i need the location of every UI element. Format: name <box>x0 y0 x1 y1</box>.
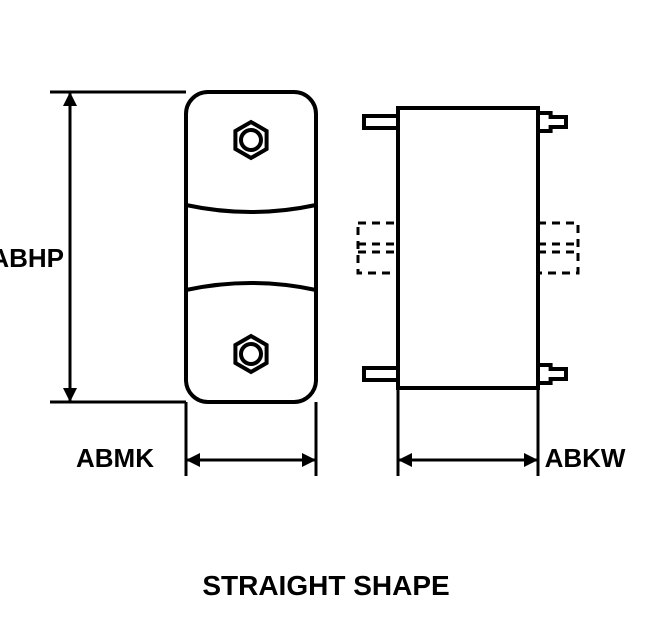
svg-text:ABHP: ABHP <box>0 243 64 273</box>
svg-text:ABKW: ABKW <box>545 443 626 473</box>
dimension-drawing: ABHP ABMK ABKW <box>0 0 652 640</box>
diagram-title: STRAIGHT SHAPE <box>0 570 652 602</box>
svg-text:ABMK: ABMK <box>76 443 154 473</box>
